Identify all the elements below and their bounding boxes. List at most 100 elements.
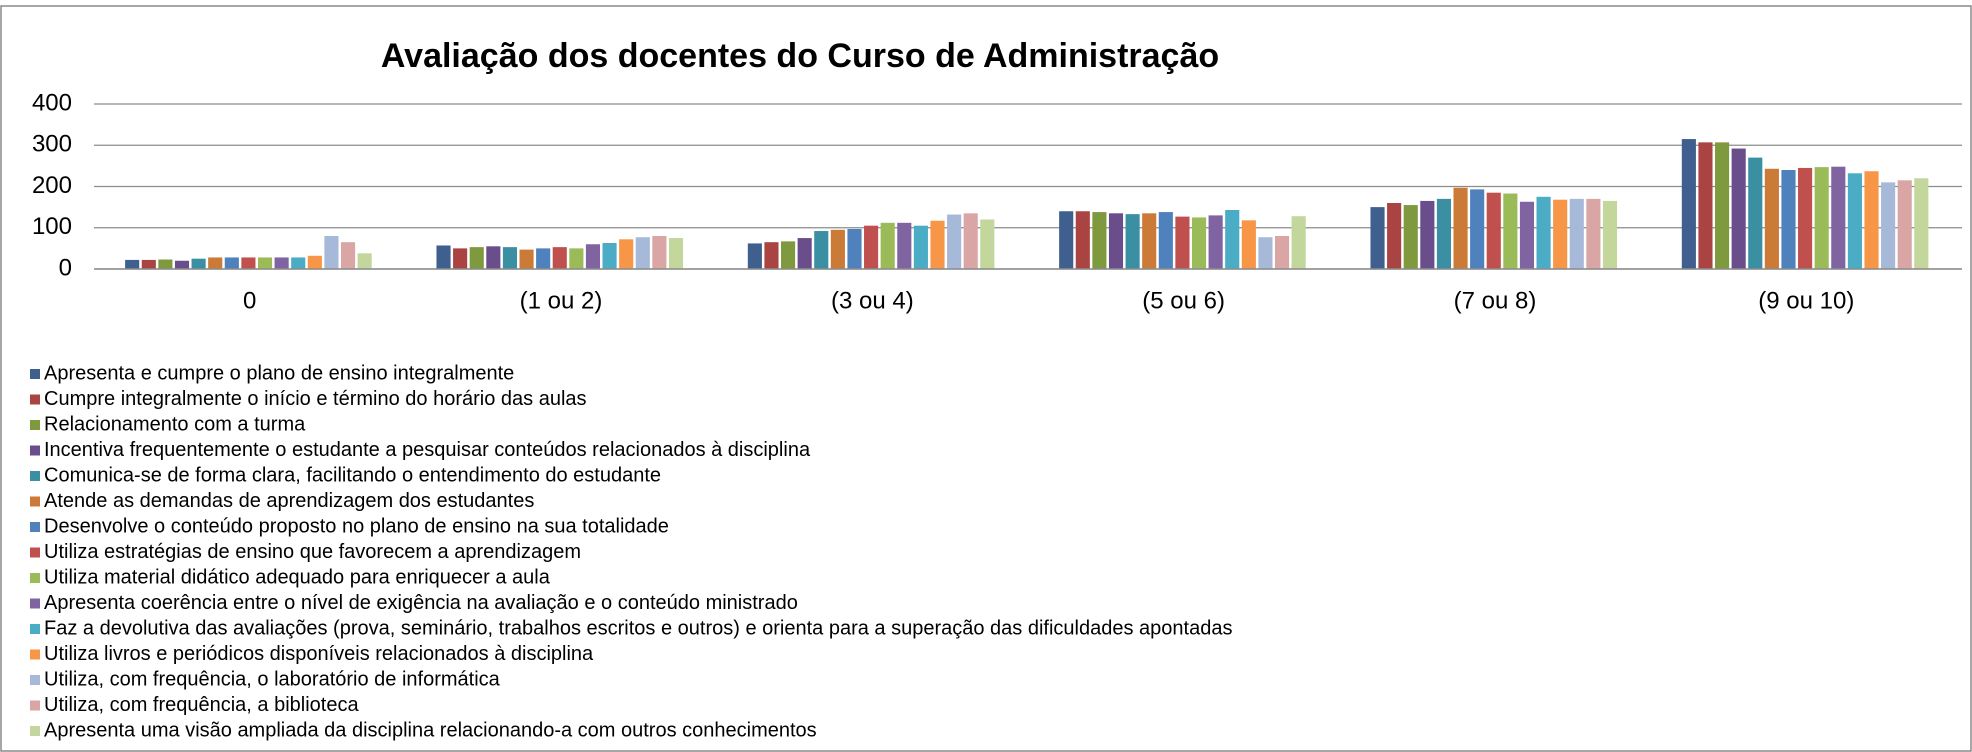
bar: [1847, 173, 1862, 269]
bar: [947, 214, 962, 269]
bar: [1798, 167, 1813, 269]
bar: [324, 236, 339, 269]
bar: [1764, 168, 1779, 269]
legend-label: Incentiva frequentemente o estudante a p…: [44, 439, 811, 461]
legend-label: Faz a devolutiva das avaliações (prova, …: [44, 617, 1232, 639]
bar: [141, 259, 156, 269]
bar: [897, 222, 912, 269]
bar: [847, 228, 862, 269]
y-tick-label: 100: [32, 213, 72, 240]
bar: [1781, 170, 1796, 269]
legend-label: Relacionamento com a turma: [44, 413, 306, 435]
bar: [224, 257, 239, 269]
x-tick-label: (7 ou 8): [1454, 287, 1537, 314]
bar: [340, 242, 356, 269]
x-tick-label: (9 ou 10): [1758, 287, 1854, 314]
bar: [1814, 167, 1829, 269]
bar: [963, 213, 978, 269]
bar: [1387, 203, 1402, 269]
bar: [502, 247, 517, 269]
x-tick-label: (5 ou 6): [1142, 287, 1225, 314]
legend-marker: [30, 369, 40, 379]
bar: [357, 253, 372, 269]
legend-marker: [30, 649, 40, 660]
bar: [257, 257, 273, 269]
legend-marker: [30, 624, 40, 634]
legend-marker: [30, 573, 40, 583]
bar: [1698, 142, 1713, 269]
bar: [1059, 211, 1074, 269]
legend-marker: [30, 471, 40, 481]
bar: [208, 257, 223, 269]
bar: [1291, 216, 1306, 269]
bar: [797, 238, 812, 269]
bar: [1175, 216, 1190, 269]
y-tick-label: 0: [59, 254, 72, 281]
legend-marker: [30, 547, 40, 558]
bar: [1486, 192, 1501, 269]
bar: [1602, 200, 1618, 269]
bar: [1914, 178, 1929, 269]
y-tick-label: 300: [32, 131, 72, 158]
bar: [291, 257, 306, 269]
bar: [1125, 214, 1140, 269]
bar: [1108, 213, 1124, 269]
bar: [830, 229, 845, 269]
bar: [569, 248, 584, 269]
bar: [602, 243, 617, 269]
bar: [1831, 166, 1846, 269]
bar: [1191, 217, 1207, 269]
legend-marker: [30, 522, 40, 532]
bar: [1453, 187, 1468, 269]
bar: [930, 220, 945, 269]
bar: [1748, 157, 1763, 269]
bar: [864, 225, 879, 269]
bar: [585, 244, 601, 269]
legend-label: Apresenta uma visão ampliada da discipli…: [44, 719, 817, 741]
legend-marker: [30, 726, 40, 736]
chart-border: [0, 5, 1972, 752]
bar: [814, 231, 829, 269]
bar: [174, 260, 190, 269]
bar: [880, 222, 895, 269]
bar: [781, 241, 796, 269]
bar: [536, 248, 551, 269]
bar: [1403, 205, 1418, 269]
bar: [453, 248, 468, 269]
x-tick-label: (1 ou 2): [520, 287, 603, 314]
bar: [125, 259, 140, 269]
legend-label: Atende as demandas de aprendizagem dos e…: [44, 490, 534, 512]
legend-marker: [30, 700, 40, 711]
bar: [1569, 198, 1584, 269]
bar: [1881, 182, 1896, 269]
bar: [1436, 198, 1451, 269]
bar: [913, 225, 928, 269]
legend-marker: [30, 445, 40, 456]
legend-label: Comunica-se de forma clara, facilitando …: [44, 464, 661, 486]
bar: [1553, 199, 1568, 269]
y-tick-label: 400: [32, 89, 72, 116]
bar: [1225, 210, 1240, 269]
bar: [158, 259, 173, 269]
bar: [1681, 139, 1696, 269]
bar: [1864, 171, 1879, 269]
bar: [635, 237, 650, 269]
legend-label: Apresenta coerência entre o nível de exi…: [44, 592, 798, 614]
bar: [1420, 200, 1435, 269]
bar: [1208, 215, 1223, 269]
bar: [191, 258, 206, 269]
chart-title: Avaliação dos docentes do Curso de Admin…: [381, 37, 1219, 75]
legend-marker: [30, 420, 40, 430]
legend-label: Utiliza estratégias de ensino que favore…: [44, 541, 581, 563]
bar: [519, 249, 534, 269]
bar: [552, 247, 567, 269]
legend-label: Utiliza, com frequência, o laboratório d…: [44, 668, 501, 690]
bar: [747, 243, 762, 269]
bar: [980, 219, 995, 269]
x-tick-label: (3 ou 4): [831, 287, 914, 314]
bar: [619, 239, 634, 269]
y-tick-label: 200: [32, 172, 72, 199]
legend-label: Utiliza material didático adequado para …: [44, 566, 551, 588]
legend-marker: [30, 394, 40, 405]
